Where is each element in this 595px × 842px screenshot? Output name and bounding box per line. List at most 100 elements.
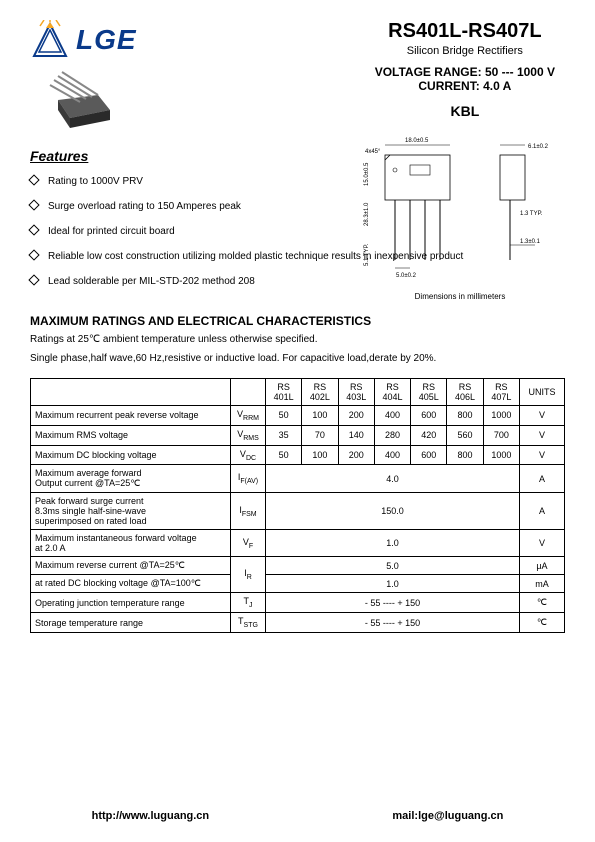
symbol-cell: VDC <box>231 445 266 465</box>
logo-icon <box>30 20 70 60</box>
value-cell: 5.0 <box>266 557 520 575</box>
feature-text: Ideal for printed circuit board <box>48 224 175 239</box>
bullet-icon <box>28 224 39 235</box>
current-value: 4.0 A <box>483 79 511 93</box>
voltage-line: VOLTAGE RANGE: 50 --- 1000 V <box>375 65 555 79</box>
table-column-header: RS406L <box>447 379 483 406</box>
subtitle: Silicon Bridge Rectifiers <box>375 45 555 57</box>
table-column-header: RS404L <box>374 379 410 406</box>
table-row: Storage temperature rangeTSTG- 55 ---- +… <box>31 613 565 633</box>
dim-h2: 28.3±1.0 <box>364 202 370 226</box>
param-cell: Maximum recurrent peak reverse voltage <box>31 406 231 426</box>
param-cell: Storage temperature range <box>31 613 231 633</box>
value-cell: 1.0 <box>266 575 520 593</box>
param-cell: Maximum instantaneous forward voltage at… <box>31 530 231 557</box>
table-row: Maximum DC blocking voltageVDC5010020040… <box>31 445 565 465</box>
unit-cell: V <box>519 406 564 426</box>
table-row: Peak forward surge current 8.3ms single … <box>31 493 565 530</box>
param-cell: at rated DC blocking voltage @TA=100℃ <box>31 575 231 593</box>
unit-cell: V <box>519 445 564 465</box>
dim-lead: 5.1 TYP. <box>364 243 370 266</box>
param-cell: Maximum average forward Output current @… <box>31 465 231 493</box>
table-row: Maximum RMS voltageVRMS35701402804205607… <box>31 425 565 445</box>
voltage-label: VOLTAGE RANGE: <box>375 65 482 79</box>
value-cell: 150.0 <box>266 493 520 530</box>
value-cell: 420 <box>411 425 447 445</box>
symbol-cell: TSTG <box>231 613 266 633</box>
value-cell: 50 <box>266 445 302 465</box>
value-cell: - 55 ---- + 150 <box>266 593 520 613</box>
footer-url: http://www.luguang.cn <box>92 810 210 822</box>
ratings-note1: Ratings at 25℃ ambient temperature unles… <box>30 332 565 347</box>
table-row: Maximum instantaneous forward voltage at… <box>31 530 565 557</box>
value-cell: 600 <box>411 445 447 465</box>
logo-block: LGE Features <box>30 20 137 164</box>
value-cell: - 55 ---- + 150 <box>266 613 520 633</box>
part-number: RS401L-RS407L <box>375 20 555 43</box>
symbol-cell: IFSM <box>231 493 266 530</box>
current-label: CURRENT: <box>418 79 479 93</box>
current-line: CURRENT: 4.0 A <box>375 79 555 93</box>
value-cell: 700 <box>483 425 519 445</box>
table-row: at rated DC blocking voltage @TA=100℃ 1.0… <box>31 575 565 593</box>
value-cell: 800 <box>447 445 483 465</box>
value-cell: 1000 <box>483 445 519 465</box>
symbol-cell: VRRM <box>231 406 266 426</box>
table-column-header: RS401L <box>266 379 302 406</box>
value-cell: 800 <box>447 406 483 426</box>
dim-thk: 1.3±0.1 <box>520 239 541 245</box>
unit-cell: V <box>519 530 564 557</box>
product-image <box>30 70 120 140</box>
ratings-table: RS401LRS402LRS403LRS404LRS405LRS406LRS40… <box>30 378 565 633</box>
param-cell: Maximum reverse current @TA=25℃ <box>31 557 231 575</box>
unit-cell: ℃ <box>519 593 564 613</box>
unit-cell: A <box>519 465 564 493</box>
value-cell: 35 <box>266 425 302 445</box>
feature-text: Rating to 1000V PRV <box>48 174 143 189</box>
unit-cell: ℃ <box>519 613 564 633</box>
feature-text: Surge overload rating to 150 Amperes pea… <box>48 199 241 214</box>
value-cell: 400 <box>374 406 410 426</box>
table-column-header: RS405L <box>411 379 447 406</box>
value-cell: 140 <box>338 425 374 445</box>
voltage-value: 50 --- 1000 V <box>485 65 555 79</box>
bullet-icon <box>28 199 39 210</box>
unit-cell: μA <box>519 557 564 575</box>
param-cell: Maximum RMS voltage <box>31 425 231 445</box>
logo-text: LGE <box>76 24 137 56</box>
value-cell: 560 <box>447 425 483 445</box>
param-cell: Maximum DC blocking voltage <box>31 445 231 465</box>
dim-chamfer: 4x45° <box>365 149 381 155</box>
ratings-note2: Single phase,half wave,60 Hz,resistive o… <box>30 351 565 366</box>
unit-cell: mA <box>519 575 564 593</box>
symbol-cell: TJ <box>231 593 266 613</box>
symbol-cell: VF <box>231 530 266 557</box>
symbol-cell: VRMS <box>231 425 266 445</box>
symbol-cell: IF(AV) <box>231 465 266 493</box>
table-column-header: RS403L <box>338 379 374 406</box>
dim-width: 18.0±0.5 <box>405 138 429 144</box>
features-title: Features <box>30 148 137 164</box>
value-cell: 200 <box>338 406 374 426</box>
page: LGE Features RS401L-RS407L Silicon Bridg… <box>0 0 595 653</box>
package-name: KBL <box>375 103 555 119</box>
unit-cell: V <box>519 425 564 445</box>
value-cell: 1000 <box>483 406 519 426</box>
dim-typ: 1.3 TYP. <box>520 211 543 217</box>
ratings-title: MAXIMUM RATINGS AND ELECTRICAL CHARACTER… <box>30 314 565 328</box>
feature-text: Lead solderable per MIL-STD-202 method 2… <box>48 274 255 289</box>
value-cell: 280 <box>374 425 410 445</box>
table-row: Maximum reverse current @TA=25℃IR5.0μA <box>31 557 565 575</box>
table-column-header: RS402L <box>302 379 338 406</box>
bullet-icon <box>28 249 39 260</box>
table-row: Operating junction temperature rangeTJ- … <box>31 593 565 613</box>
value-cell: 100 <box>302 445 338 465</box>
dim-h1: 15.0±0.5 <box>364 162 370 186</box>
table-row: Maximum recurrent peak reverse voltageVR… <box>31 406 565 426</box>
table-column-header: UNITS <box>519 379 564 406</box>
value-cell: 4.0 <box>266 465 520 493</box>
symbol-cell: IR <box>231 557 266 593</box>
value-cell: 600 <box>411 406 447 426</box>
value-cell: 200 <box>338 445 374 465</box>
unit-cell: A <box>519 493 564 530</box>
